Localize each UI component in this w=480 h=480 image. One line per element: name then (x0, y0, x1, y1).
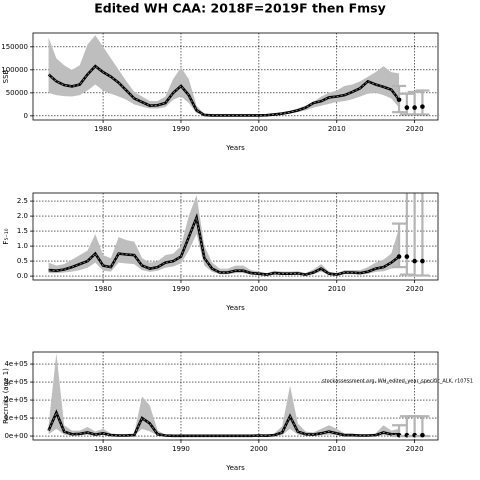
projection-point (412, 258, 417, 264)
x-tick-label: 1980 (94, 125, 112, 133)
y-tick-label: 1.0 (17, 242, 28, 250)
projection-point (396, 97, 402, 103)
x-axis-label: Years (225, 304, 245, 312)
confidence-band (48, 353, 400, 436)
x-tick-label: 1990 (172, 445, 190, 453)
x-tick-label: 2020 (406, 125, 424, 133)
y-axis-label: SSB (2, 69, 10, 83)
x-tick-label: 2010 (328, 285, 346, 293)
y-tick-label: 1e+05 (4, 414, 28, 422)
projection-point (420, 258, 425, 264)
projection-point (404, 254, 410, 259)
projection-point (412, 105, 417, 110)
x-tick-label: 1980 (94, 445, 112, 453)
x-axis-label: Years (225, 144, 245, 152)
y-tick-label: 2.0 (17, 212, 28, 220)
y-tick-label: 1.5 (17, 227, 28, 235)
estimate-line-dash (48, 411, 400, 437)
y-tick-label: 4e+05 (4, 360, 28, 368)
estimate-line (47, 409, 400, 438)
x-tick-label: 2020 (406, 445, 424, 453)
y-tick-label: 50000 (6, 89, 28, 97)
y-tick-label: 150000 (1, 43, 28, 51)
y-axis-label: F₅₋₁₀ (2, 228, 10, 244)
y-tick-label: 2e+05 (4, 396, 28, 404)
confidence-band (48, 35, 400, 116)
projection-point (420, 104, 425, 109)
estimate-line-dash (48, 216, 400, 276)
estimate-line-dash (48, 65, 400, 116)
x-tick-label: 1980 (94, 285, 112, 293)
plot-area (33, 193, 438, 280)
projection-point (404, 105, 410, 110)
y-tick-label: 2.5 (17, 197, 28, 205)
y-tick-label: 0e+00 (4, 432, 28, 440)
plot-frame (32, 32, 439, 121)
plot-frame (32, 192, 439, 281)
x-tick-label: 1990 (172, 125, 190, 133)
x-tick-label: 2000 (250, 125, 268, 133)
y-tick-label: 0.0 (17, 272, 28, 280)
x-tick-label: 2000 (250, 285, 268, 293)
y-axis-label: Recruits (age 1) (2, 368, 10, 424)
chart-title: Edited WH CAA: 2018F=2019F then Fmsy (94, 1, 385, 16)
x-tick-label: 2000 (250, 445, 268, 453)
y-tick-label: 100000 (1, 66, 28, 74)
x-tick-label: 2020 (406, 285, 424, 293)
y-tick-label: 0 (24, 112, 28, 120)
plot-area (33, 33, 438, 120)
confidence-band (48, 195, 400, 276)
x-tick-label: 1990 (172, 285, 190, 293)
projection-point (396, 254, 402, 259)
x-tick-label: 2010 (328, 125, 346, 133)
y-tick-label: 0.5 (17, 257, 28, 265)
x-tick-label: 2010 (328, 445, 346, 453)
annotation: stockassessment.org, WH_edited_year_spec… (322, 379, 473, 385)
x-axis-label: Years (225, 464, 245, 472)
projection-point (420, 432, 425, 438)
y-tick-label: 3e+05 (4, 378, 28, 386)
plot-area (33, 352, 438, 440)
plot-frame (32, 351, 439, 441)
